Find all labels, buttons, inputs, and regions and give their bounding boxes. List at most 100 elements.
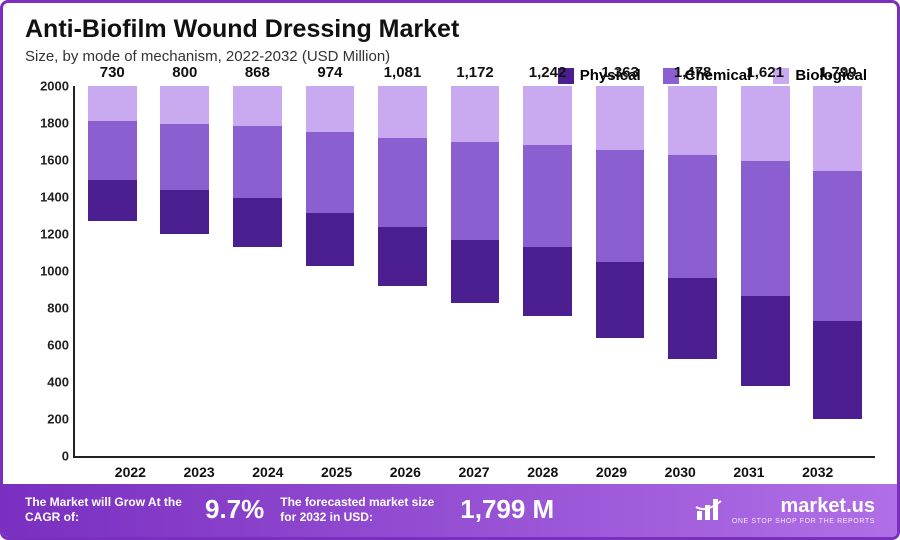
bar-segment [668,278,717,359]
bar-segment [88,86,137,121]
bar-segment [160,124,209,190]
y-tick: 1400 [40,190,69,205]
cagr-value: 9.7% [205,494,264,525]
bar-segment [306,132,355,212]
bar-segment [596,262,645,338]
brand-tagline: ONE STOP SHOP FOR THE REPORTS [732,518,875,525]
bar-segment [813,171,862,321]
bar-segment [668,155,717,278]
bar-segment [596,86,645,150]
bar-total-label: 1,172 [456,64,494,81]
bar-segment [378,227,427,286]
bar-total-label: 1,363 [601,64,639,81]
bar-total-label: 1,081 [384,64,422,81]
bar-total-label: 1,478 [674,64,712,81]
bar-segment [668,86,717,155]
bar-column: 800 [154,86,217,456]
bar-segment [88,121,137,180]
bar-segment [233,198,282,246]
bar-total-label: 868 [245,64,270,81]
bar-stack: 868 [233,86,282,247]
x-label: 2032 [788,464,847,480]
bar-total-label: 800 [172,64,197,81]
bar-total-label: 1,621 [746,64,784,81]
bar-column: 1,172 [444,86,507,456]
bar-stack: 1,081 [378,86,427,286]
bar-segment [741,86,790,161]
bar-column: 1,621 [734,86,797,456]
page-title: Anti-Biofilm Wound Dressing Market [25,15,875,44]
bar-column: 730 [81,86,144,456]
bar-stack: 730 [88,86,137,221]
bar-segment [88,180,137,221]
y-tick: 200 [47,412,69,427]
x-axis: 2022 2023 2024 2025 2026 2027 2028 2029 2030 2031… [73,458,875,480]
bar-stack: 1,172 [451,86,500,303]
bar-total-label: 1,799 [819,64,857,81]
brand-name: market.us [732,495,875,518]
bar-column: 1,799 [806,86,869,456]
bar-total-label: 730 [100,64,125,81]
y-tick: 1000 [40,264,69,279]
y-tick: 600 [47,338,69,353]
footer-banner: The Market will Grow At the CAGR of: 9.7… [3,484,897,537]
y-tick: 2000 [40,79,69,94]
bar-column: 868 [226,86,289,456]
cagr-label: The Market will Grow At the CAGR of: [25,495,195,525]
bar-segment [596,150,645,262]
bar-segment [741,296,790,386]
bar-segment [451,86,500,142]
bar-stack: 800 [160,86,209,234]
bar-column: 1,242 [516,86,579,456]
forecast-label: The forecasted market size for 2032 in U… [280,495,450,525]
brand-logo: market.us ONE STOP SHOP FOR THE REPORTS [694,495,875,525]
bar-segment [306,213,355,267]
bar-segment [378,138,427,227]
bar-segment [378,86,427,138]
x-label: 2031 [720,464,779,480]
bar-segment [160,190,209,234]
bar-segment [233,86,282,126]
bar-column: 1,081 [371,86,434,456]
bar-column: 1,363 [589,86,652,456]
bar-segment [451,142,500,240]
bar-total-label: 974 [317,64,342,81]
bar-segment [160,86,209,124]
y-tick: 1800 [40,116,69,131]
bar-segment [523,247,572,315]
y-tick: 1200 [40,227,69,242]
y-tick: 1600 [40,153,69,168]
bars-container: 730 800 868 974 1,081 1,172 1,242 1,363 1,478 1,6… [75,86,875,456]
x-label: 2030 [651,464,710,480]
bar-segment [306,86,355,132]
bar-segment [451,240,500,303]
bar-segment [523,86,572,145]
x-label: 2026 [376,464,435,480]
bar-total-label: 1,242 [529,64,567,81]
x-label: 2025 [307,464,366,480]
forecast-value: 1,799 M [460,494,554,525]
x-label: 2029 [582,464,641,480]
x-label: 2024 [238,464,297,480]
x-label: 2022 [101,464,160,480]
y-axis: 0200400600800100012001400160018002000 [25,86,75,456]
brand-icon [694,497,724,523]
cagr-block: The Market will Grow At the CAGR of: 9.7… [25,494,264,525]
bar-segment [233,126,282,198]
forecast-block: The forecasted market size for 2032 in U… [280,494,554,525]
x-label: 2028 [513,464,572,480]
bar-stack: 1,621 [741,86,790,386]
x-label: 2023 [170,464,229,480]
y-tick: 800 [47,301,69,316]
bar-stack: 1,242 [523,86,572,316]
bar-stack: 1,363 [596,86,645,338]
bar-stack: 1,478 [668,86,717,359]
y-tick: 400 [47,375,69,390]
bar-column: 974 [299,86,362,456]
bar-segment [741,161,790,296]
x-label: 2027 [445,464,504,480]
bar-segment [813,86,862,171]
bar-stack: 1,799 [813,86,862,419]
y-tick: 0 [62,449,69,464]
page-subtitle: Size, by mode of mechanism, 2022-2032 (U… [25,48,875,65]
